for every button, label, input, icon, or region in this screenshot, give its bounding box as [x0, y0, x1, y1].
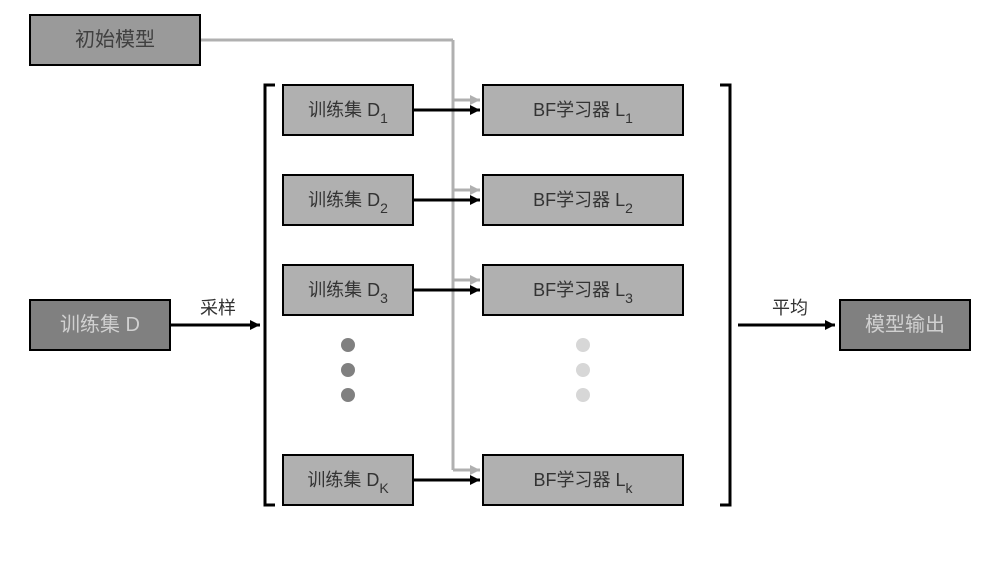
ellipsis-light-1 — [576, 363, 590, 377]
ellipsis-dark-0 — [341, 338, 355, 352]
node-l2: BF学习器 L2 — [483, 175, 683, 225]
node-dk: 训练集 DK — [283, 455, 413, 505]
ellipsis-dark-2 — [341, 388, 355, 402]
svg-text:初始模型: 初始模型 — [75, 28, 155, 51]
label-sample: 采样 — [200, 298, 236, 318]
ellipsis-light-2 — [576, 388, 590, 402]
svg-text:训练集 D: 训练集 D — [60, 313, 140, 336]
node-train-d: 训练集 D — [30, 300, 170, 350]
right-bracket — [720, 85, 730, 505]
node-output: 模型输出 — [840, 300, 970, 350]
ellipsis-dark-1 — [341, 363, 355, 377]
node-initial-model: 初始模型 — [30, 15, 200, 65]
node-lk: BF学习器 Lk — [483, 455, 683, 505]
label-avg: 平均 — [772, 298, 808, 318]
ellipsis-light-0 — [576, 338, 590, 352]
node-d2: 训练集 D2 — [283, 175, 413, 225]
svg-text:模型输出: 模型输出 — [865, 313, 945, 336]
left-bracket — [265, 85, 275, 505]
node-d3: 训练集 D3 — [283, 265, 413, 315]
node-l3: BF学习器 L3 — [483, 265, 683, 315]
node-d1: 训练集 D1 — [283, 85, 413, 135]
node-l1: BF学习器 L1 — [483, 85, 683, 135]
